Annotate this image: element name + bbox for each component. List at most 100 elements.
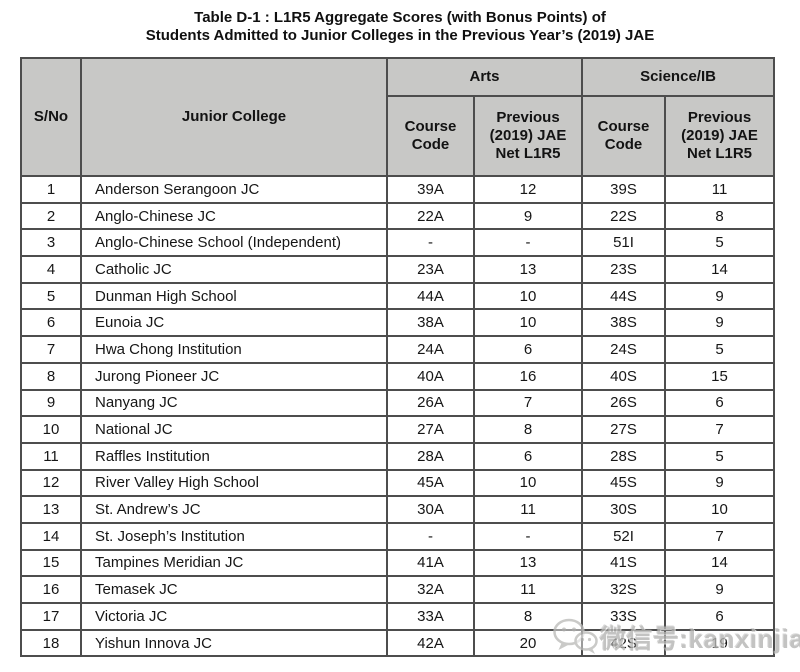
science-course-code-cell: 30S [581,495,667,524]
table-row: 6 Eunoia JC 38A 10 38S 9 [20,308,776,338]
table-row: 3 Anglo-Chinese School (Independent) - -51I… [20,228,776,258]
sno-cell: 5 [20,281,82,311]
science-l1r5-cell: 5 [664,441,776,471]
table-title-line1: Table D-1 : L1R5 Aggregate Scores (with … [194,9,606,26]
science-course-code-cell: 38S [581,308,667,338]
table-row: 13 St. Andrew’s JC 30A 11 30S 10 [20,495,776,524]
arts-course-code-cell: 28A [386,441,475,471]
arts-l1r5-cell: 8 [472,602,584,631]
college-cell: Eunoia JC [80,308,388,338]
science-course-code-cell: 28S [581,441,667,471]
science-l1r5-cell: 11 [664,175,776,204]
science-l1r5-cell: 14 [664,548,776,578]
science-course-code-cell: 44S [581,281,667,311]
arts-course-code-cell: 27A [386,415,475,444]
science-course-code-cell: 32S [581,575,667,604]
header-science-course-code: Course Code [581,95,667,177]
table-row: 17 Victoria JC 33A 8 33S 6 [20,602,776,631]
sno-cell: 9 [20,388,82,418]
scores-table: S/No Junior College Arts Science/IB Cour… [20,57,776,658]
college-cell: Dunman High School [80,281,388,311]
science-l1r5-cell: 7 [664,415,776,444]
college-cell: St. Andrew’s JC [80,495,388,524]
table-body: 1 Anderson Serangoon JC 39A 12 39S 11 2 Anglo-C… [20,175,776,658]
arts-course-code-cell: 44A [386,281,475,311]
sno-cell: 3 [20,228,82,258]
arts-l1r5-cell: 10 [472,281,584,311]
science-course-code-cell: 40S [581,361,667,391]
sno-cell: 10 [20,415,82,444]
sno-cell: 14 [20,521,82,551]
science-l1r5-cell: 6 [664,602,776,631]
sno-cell: 4 [20,255,82,284]
college-cell: Raffles Institution [80,441,388,471]
science-course-code-cell: 23S [581,255,667,284]
arts-l1r5-cell: 16 [472,361,584,391]
science-l1r5-cell: 9 [664,281,776,311]
sno-cell: 18 [20,628,82,658]
table-row: 2 Anglo-Chinese JC 22A 9 22S 8 [20,201,776,231]
table-header: S/No Junior College Arts Science/IB Cour… [20,57,776,177]
college-cell: Victoria JC [80,602,388,631]
table-row: 16 Temasek JC 32A 11 32S 9 [20,575,776,604]
science-course-code-cell: 27S [581,415,667,444]
table-row: 1 Anderson Serangoon JC 39A 12 39S 11 [20,175,776,204]
arts-course-code-cell: 40A [386,361,475,391]
college-cell: Tampines Meridian JC [80,548,388,578]
science-l1r5-cell: 9 [664,468,776,498]
science-l1r5-cell: 7 [664,521,776,551]
arts-l1r5-cell: 9 [472,201,584,231]
table-row: 5 Dunman High School 44A 10 44S 9 [20,281,776,311]
college-cell: St. Joseph’s Institution [80,521,388,551]
sno-cell: 11 [20,441,82,471]
science-course-code-cell: 33S [581,602,667,631]
arts-course-code-cell: 22A [386,201,475,231]
arts-l1r5-cell: 11 [472,495,584,524]
science-l1r5-cell: 5 [664,228,776,258]
science-l1r5-cell: 15 [664,361,776,391]
arts-course-code-cell: - [386,521,475,551]
college-cell: River Valley High School [80,468,388,498]
science-course-code-cell: 24S [581,335,667,364]
header-junior-college: Junior College [80,57,388,177]
sno-cell: 6 [20,308,82,338]
header-arts-group: Arts [385,57,584,97]
table-row: 14 St. Joseph’s Institution - -52I 7 [20,521,776,551]
sno-cell: 17 [20,602,82,631]
science-course-code-cell: 26S [581,388,667,418]
college-cell: Catholic JC [80,255,388,284]
arts-course-code-cell: 39A [386,175,475,204]
table-row: 7 Hwa Chong Institution 24A 6 24S 5 [20,335,776,364]
arts-course-code-cell: 32A [386,575,475,604]
table-title: Table D-1 : L1R5 Aggregate Scores (with … [0,0,800,45]
arts-course-code-cell: 33A [386,602,475,631]
sno-cell: 16 [20,575,82,604]
arts-l1r5-cell: 11 [472,575,584,604]
arts-l1r5-cell: 13 [472,548,584,578]
table-row: 18 Yishun Innova JC 42A 20 42S 19 [20,628,776,658]
science-course-code-cell: 42S [581,628,667,658]
arts-l1r5-cell: 13 [472,255,584,284]
arts-course-code-cell: 45A [386,468,475,498]
arts-course-code-cell: 23A [386,255,475,284]
sno-cell: 8 [20,361,82,391]
table-row: 4 Catholic JC 23A 13 23S 14 [20,255,776,284]
header-sub-row: Course Code Previous (2019) JAE Net L1R5… [21,95,776,177]
science-course-code-cell: 52I [581,521,667,551]
arts-l1r5-cell: 8 [472,415,584,444]
science-course-code-cell: 51I [581,228,667,258]
science-course-code-cell: 41S [581,548,667,578]
college-cell: Anglo-Chinese School (Independent) [80,228,388,258]
arts-course-code-cell: 42A [386,628,475,658]
table-row: 8 Jurong Pioneer JC 40A 16 40S 15 [20,361,776,391]
arts-l1r5-cell: - [472,228,584,258]
college-cell: National JC [80,415,388,444]
table-row: 11 Raffles Institution 28A 6 28S 5 [20,441,776,471]
science-course-code-cell: 45S [581,468,667,498]
header-science-group: Science/IB [581,57,776,97]
table-title-line2: Students Admitted to Junior Colleges in … [145,27,655,44]
table-row: 9 Nanyang JC 26A 7 26S 6 [20,388,776,418]
sno-cell: 2 [20,201,82,231]
science-l1r5-cell: 9 [664,575,776,604]
arts-l1r5-cell: 6 [472,335,584,364]
